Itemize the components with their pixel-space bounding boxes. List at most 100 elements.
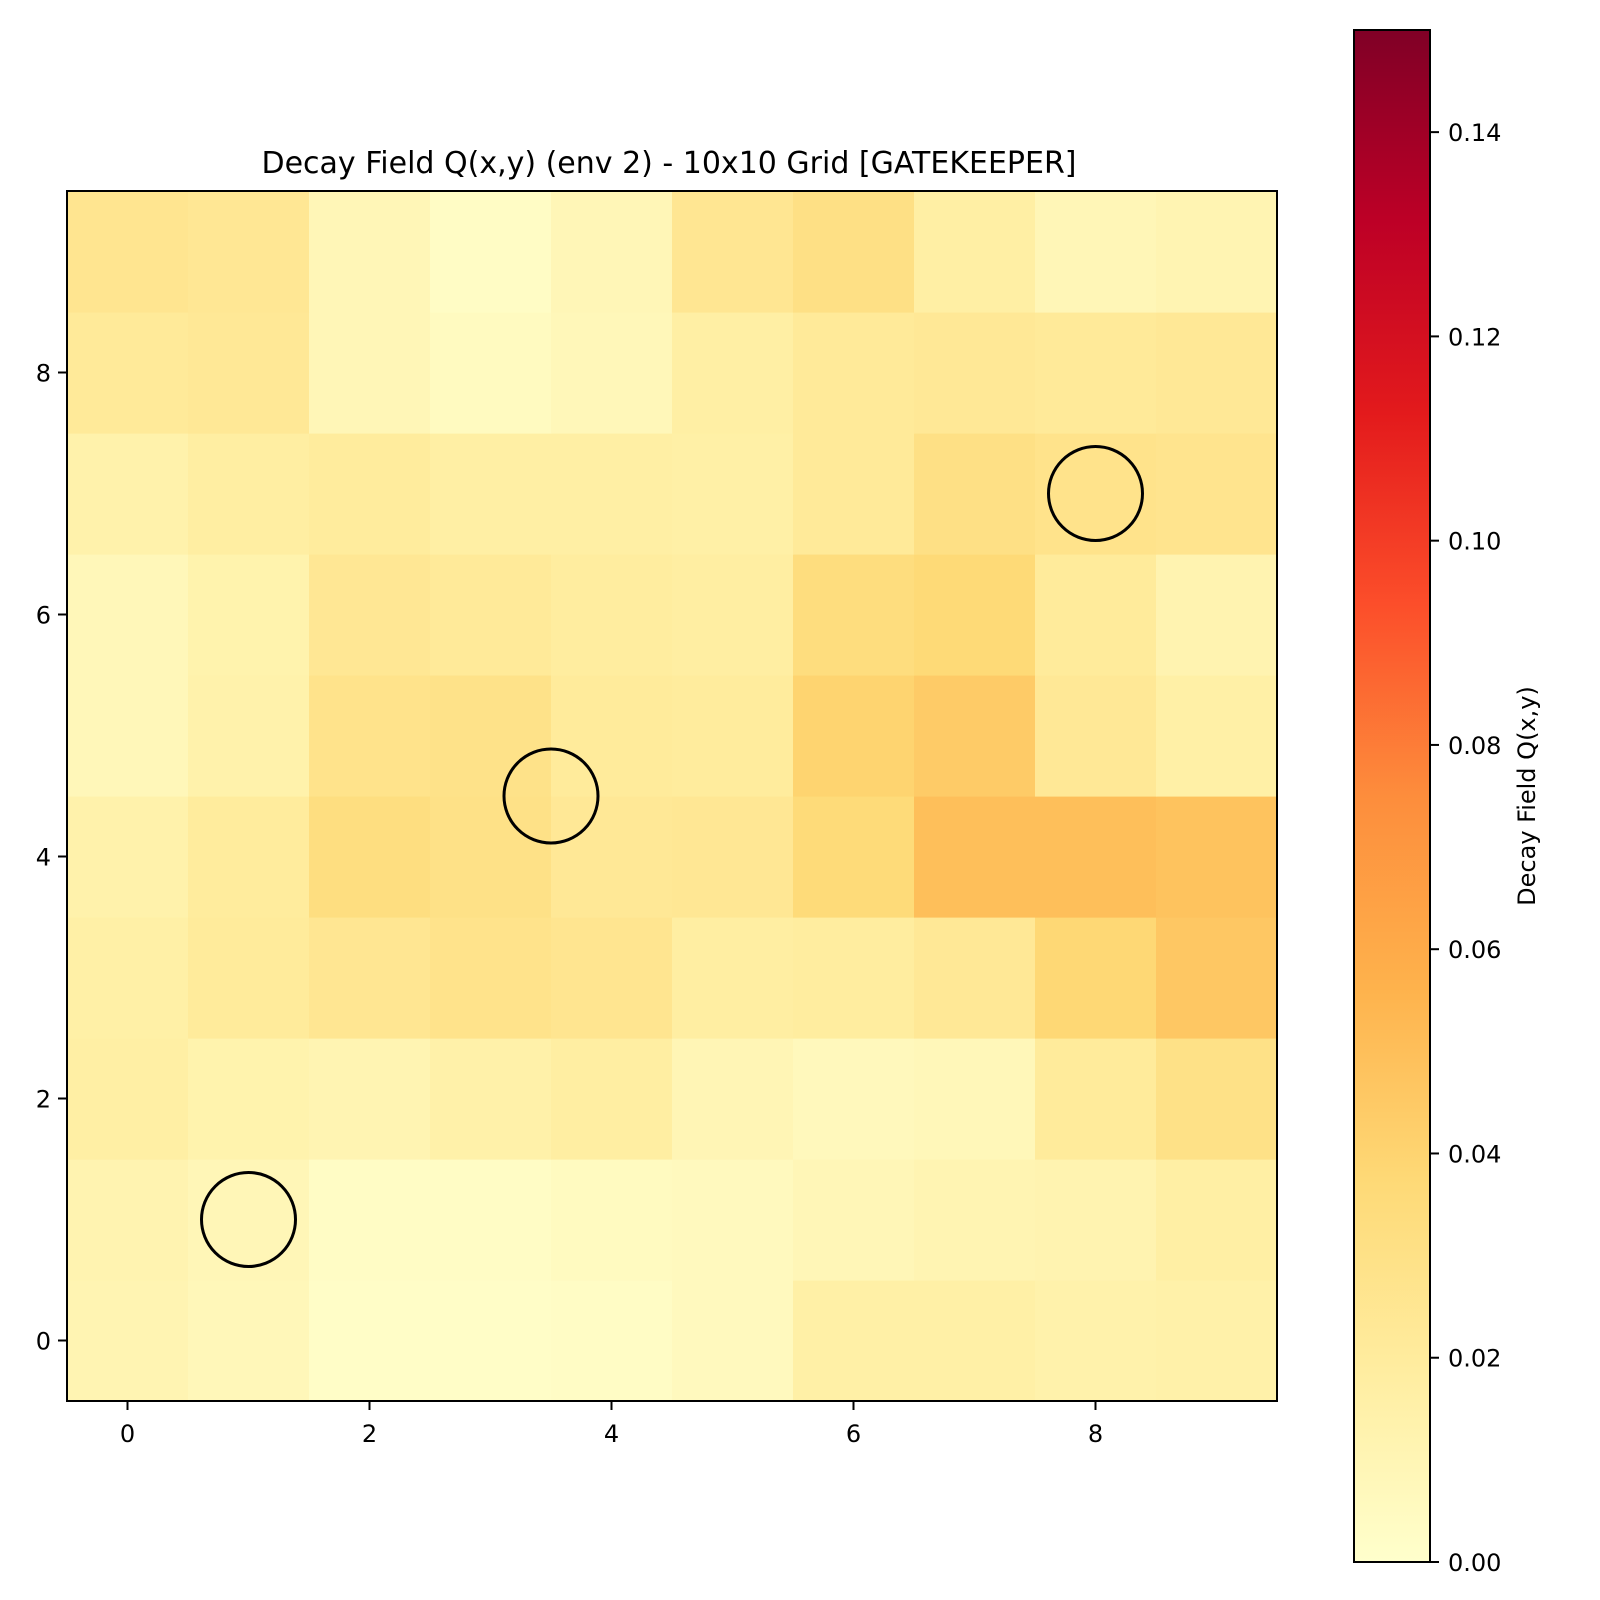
heatmap-cell (914, 312, 1036, 434)
heatmap-cell (67, 191, 189, 313)
y-tick-label: 4 (36, 844, 51, 872)
heatmap-cell (430, 312, 552, 434)
x-tick-label: 2 (362, 1420, 377, 1448)
colorbar-tick-label: 0.10 (1448, 528, 1501, 556)
y-tick-label: 6 (36, 602, 51, 630)
colorbar-tick-label: 0.14 (1448, 119, 1501, 147)
heatmap-cell (430, 433, 552, 555)
heatmap-cell (188, 917, 310, 1039)
heatmap-cell (551, 554, 673, 676)
heatmap-cell (1035, 433, 1157, 555)
heatmap-cell (914, 1280, 1036, 1402)
heatmap-cell (309, 1038, 431, 1160)
heatmap-cell (309, 312, 431, 434)
heatmap-cell (551, 191, 673, 313)
heatmap-cell (1156, 554, 1278, 676)
circle-marker (200, 1171, 297, 1268)
heatmap-cell (914, 1038, 1036, 1160)
heatmap-cell (551, 675, 673, 797)
heatmap-cell (188, 1280, 310, 1402)
heatmap-cell (188, 312, 310, 434)
heatmap-cell (309, 433, 431, 555)
heatmap-cells (67, 191, 1278, 1402)
heatmap-cell (1035, 1280, 1157, 1402)
heatmap-cell (1035, 554, 1157, 676)
y-tick-label: 8 (36, 360, 51, 388)
colorbar-label: Decay Field Q(x,y) (1513, 686, 1541, 906)
heatmap-cell (1156, 1159, 1278, 1281)
circle-marker (1047, 445, 1144, 542)
heatmap-cell (914, 1159, 1036, 1281)
heatmap-cell (551, 917, 673, 1039)
heatmap-cell (551, 433, 673, 555)
colorbar-tick-label: 0.12 (1448, 323, 1501, 351)
heatmap-cell (551, 1038, 673, 1160)
heatmap-cell (309, 675, 431, 797)
heatmap-cell (793, 191, 915, 313)
colorbar-tick-label: 0.06 (1448, 936, 1501, 964)
heatmap-cell (430, 1280, 552, 1402)
heatmap-cell (1156, 917, 1278, 1039)
x-tick-label: 4 (604, 1420, 619, 1448)
heatmap-cell (67, 1159, 189, 1281)
heatmap-cell (430, 917, 552, 1039)
heatmap-cell (1035, 917, 1157, 1039)
heatmap-cell (672, 796, 794, 918)
heatmap-cell (309, 917, 431, 1039)
heatmap-cell (188, 675, 310, 797)
heatmap-cell (914, 191, 1036, 313)
heatmap-cell (551, 1280, 673, 1402)
heatmap-cell (1035, 312, 1157, 434)
heatmap-cell (309, 796, 431, 918)
colorbar-tick-label: 0.02 (1448, 1345, 1501, 1373)
heatmap-cell (914, 675, 1036, 797)
heatmap-cell (67, 917, 189, 1039)
heatmap-cell (67, 1038, 189, 1160)
heatmap-cell (430, 554, 552, 676)
heatmap-cell (1156, 433, 1278, 555)
heatmap-cell (914, 433, 1036, 555)
heatmap-cell (914, 796, 1036, 918)
heatmap-cell (1035, 1159, 1157, 1281)
heatmap-cell (188, 554, 310, 676)
heatmap-cell (188, 1159, 310, 1281)
heatmap-cell (1156, 796, 1278, 918)
heatmap-cell (793, 1280, 915, 1402)
x-tick-label: 6 (846, 1420, 861, 1448)
heatmap-cell (430, 191, 552, 313)
y-tick-label: 2 (36, 1086, 51, 1114)
heatmap-cell (793, 433, 915, 555)
heatmap-cell (430, 675, 552, 797)
x-axis: 0 2 4 6 8 (120, 1401, 1103, 1448)
heatmap-cell (551, 312, 673, 434)
heatmap-cell (672, 1159, 794, 1281)
colorbar-axis: 0.00 0.02 0.04 0.06 0.08 0.10 0.12 0.14 (1430, 119, 1501, 1577)
heatmap-cell (672, 433, 794, 555)
heatmap-cell (793, 1038, 915, 1160)
heatmap-cell (1156, 312, 1278, 434)
heatmap-cell (672, 191, 794, 313)
heatmap-cell (1035, 191, 1157, 313)
heatmap-cell (914, 554, 1036, 676)
heatmap-cell (672, 917, 794, 1039)
heatmap-cell (430, 1159, 552, 1281)
heatmap-markers (200, 445, 1144, 1268)
colorbar-tick-label: 0.00 (1448, 1549, 1501, 1577)
heatmap-cell (309, 191, 431, 313)
heatmap-cell (1035, 796, 1157, 918)
heatmap-cell (672, 554, 794, 676)
chart-title: Decay Field Q(x,y) (env 2) - 10x10 Grid … (262, 146, 1077, 181)
heatmap-cell (793, 554, 915, 676)
colorbar-tick-label: 0.04 (1448, 1140, 1501, 1168)
heatmap-cell (67, 796, 189, 918)
heatmap-cell (1035, 675, 1157, 797)
plot-frame (66, 190, 1278, 1402)
heatmap-cell (1035, 1038, 1157, 1160)
heatmap-cell (188, 796, 310, 918)
heatmap-cell (793, 796, 915, 918)
colorbar-tick-label: 0.08 (1448, 732, 1501, 760)
heatmap-cell (188, 433, 310, 555)
heatmap-cell (551, 1159, 673, 1281)
heatmap-cell (793, 312, 915, 434)
